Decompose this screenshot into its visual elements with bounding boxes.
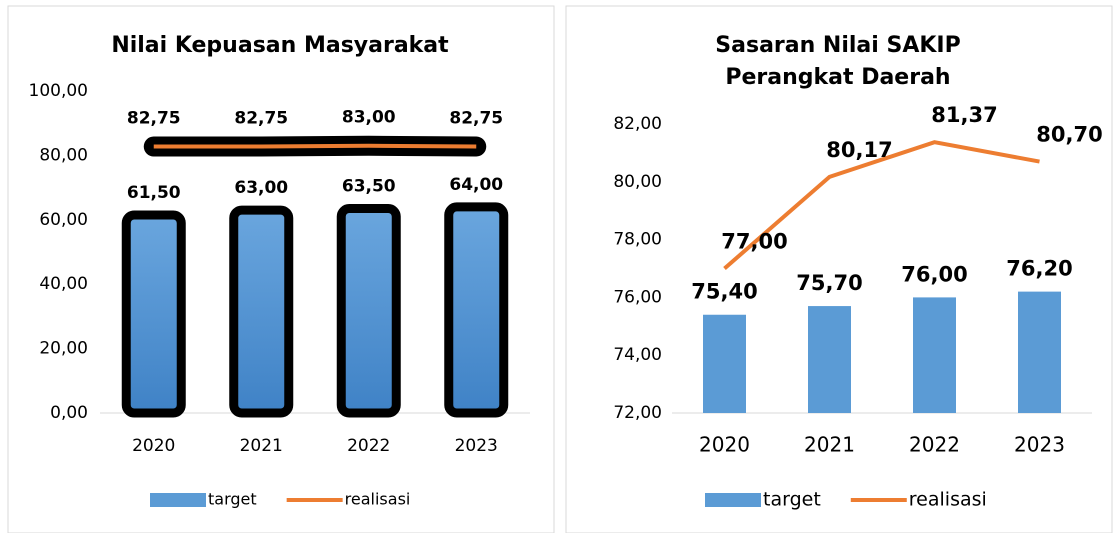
legend-label: realisasi <box>909 489 987 511</box>
data-label: 77,00 <box>721 230 787 254</box>
y-tick-label: 20,00 <box>39 339 88 359</box>
data-label: 75,70 <box>796 271 862 295</box>
data-label: 63,00 <box>234 178 288 198</box>
legend-label: target <box>763 489 821 511</box>
data-label: 83,00 <box>342 108 396 128</box>
data-label: 76,20 <box>1006 257 1072 281</box>
panel-frame <box>7 5 555 533</box>
bar <box>336 204 401 418</box>
y-tick-label: 0,00 <box>50 403 88 423</box>
data-label: 82,75 <box>127 109 181 129</box>
data-label: 82,75 <box>449 109 503 129</box>
line <box>723 140 1040 271</box>
legend-label: realisasi <box>345 490 411 509</box>
chart-title: Sasaran Nilai SAKIP <box>715 33 960 58</box>
bar <box>1018 291 1061 413</box>
chart-title: Perangkat Daerah <box>725 65 950 90</box>
chart-title: Nilai Kepuasan Masyarakat <box>111 33 449 58</box>
y-tick-label: 80,00 <box>613 172 662 192</box>
y-tick-label: 40,00 <box>39 274 88 294</box>
y-tick-label: 82,00 <box>613 114 662 134</box>
data-label: 63,50 <box>342 177 396 197</box>
y-tick-label: 100,00 <box>29 81 88 101</box>
data-label: 61,50 <box>127 183 181 203</box>
bar <box>121 210 186 418</box>
data-label: 75,40 <box>691 280 757 304</box>
data-label: 76,00 <box>901 262 967 286</box>
y-tick-label: 76,00 <box>613 287 662 307</box>
data-label: 82,75 <box>234 109 288 129</box>
data-label: 80,70 <box>1036 123 1102 147</box>
y-tick-label: 80,00 <box>39 145 88 165</box>
legend-swatch <box>150 493 206 507</box>
data-label: 81,37 <box>931 103 997 127</box>
legend-swatch <box>705 493 761 507</box>
x-tick-label: 2022 <box>347 436 390 456</box>
x-tick-label: 2023 <box>1014 433 1065 457</box>
bar <box>229 205 294 418</box>
x-tick-label: 2021 <box>240 436 283 456</box>
bar <box>808 306 851 413</box>
bar <box>703 314 746 413</box>
x-tick-label: 2020 <box>699 433 750 457</box>
y-tick-label: 60,00 <box>39 210 88 230</box>
line <box>153 143 477 149</box>
data-label: 64,00 <box>449 175 503 195</box>
legend-label: target <box>208 490 257 509</box>
data-label: 80,17 <box>826 138 892 162</box>
bar <box>913 297 956 413</box>
bar <box>444 202 509 418</box>
x-tick-label: 2022 <box>909 433 960 457</box>
x-tick-label: 2020 <box>132 436 175 456</box>
y-tick-label: 72,00 <box>613 403 662 423</box>
panel-frame <box>565 5 1113 533</box>
y-tick-label: 74,00 <box>613 345 662 365</box>
x-tick-label: 2023 <box>455 436 498 456</box>
y-tick-label: 78,00 <box>613 230 662 250</box>
x-tick-label: 2021 <box>804 433 855 457</box>
